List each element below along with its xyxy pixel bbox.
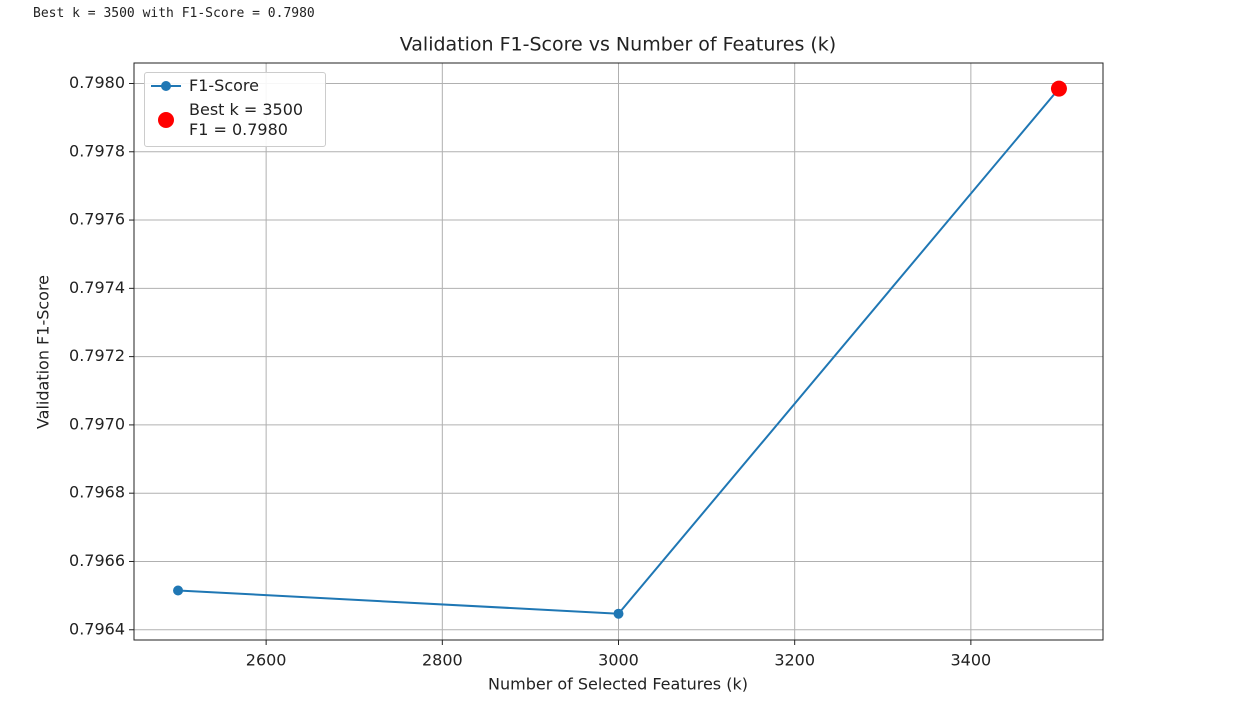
y-tick-label: 0.7970	[69, 414, 125, 433]
legend-entry: F1-Score	[145, 76, 259, 96]
y-axis-label: Validation F1-Score	[34, 275, 53, 429]
x-tick-label: 3000	[598, 651, 639, 670]
legend: F1-Score Best k = 3500 F1 = 0.7980	[144, 72, 326, 147]
legend-icon	[158, 112, 174, 128]
point	[1050, 80, 1067, 97]
legend-label: F1-Score	[189, 76, 259, 95]
legend-icon	[151, 81, 181, 91]
legend-label: Best k = 3500 F1 = 0.7980	[189, 100, 304, 139]
x-tick-label: 2600	[246, 651, 287, 670]
legend-marker	[161, 81, 171, 91]
y-tick-label: 0.7966	[69, 551, 125, 570]
x-tick-label: 3400	[951, 651, 992, 670]
y-tick-label: 0.7968	[69, 483, 125, 502]
output-text: Best k = 3500 with F1-Score = 0.7980	[33, 6, 315, 21]
y-tick-label: 0.7964	[69, 619, 125, 638]
marker	[613, 608, 624, 619]
x-tick-label: 2800	[422, 651, 463, 670]
chart-title: Validation F1-Score vs Number of Feature…	[400, 34, 836, 56]
plot-frame	[133, 62, 1104, 641]
legend-entry: Best k = 3500 F1 = 0.7980	[145, 100, 303, 140]
x-tick-label: 3200	[774, 651, 815, 670]
x-axis-label: Number of Selected Features (k)	[488, 675, 748, 694]
y-tick-label: 0.7974	[69, 278, 125, 297]
legend-marker	[158, 112, 174, 128]
y-tick-label: 0.7978	[69, 141, 125, 160]
y-tick-label: 0.7980	[69, 73, 125, 92]
y-tick-label: 0.7976	[69, 210, 125, 229]
marker	[173, 585, 184, 596]
y-tick-label: 0.7972	[69, 346, 125, 365]
